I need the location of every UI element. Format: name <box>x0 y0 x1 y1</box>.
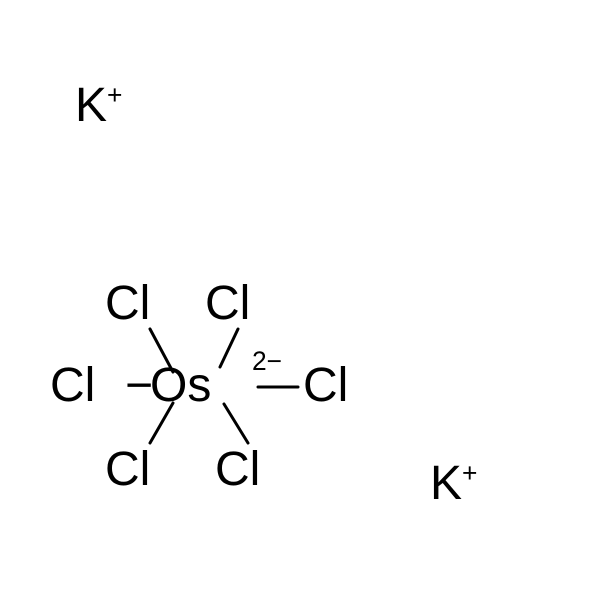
chlorine-right: Cl <box>303 362 348 410</box>
chlorine-lower-left: Cl <box>105 446 150 494</box>
chlorine-lower-right: Cl <box>215 446 260 494</box>
chlorine-left: Cl <box>50 362 95 410</box>
atom-label: Cl <box>50 359 95 412</box>
potassium-ion-top: K+ <box>75 82 122 130</box>
chlorine-upper-left: Cl <box>105 280 150 328</box>
atom-label: Cl <box>303 359 348 412</box>
atom-label: Cl <box>215 443 260 496</box>
atom-label: Cl <box>105 443 150 496</box>
bond-line <box>224 404 248 443</box>
charge-superscript: + <box>107 80 122 110</box>
atom-label: Cl <box>105 277 150 330</box>
potassium-ion-bottom: K+ <box>430 460 477 508</box>
atom-label: K <box>75 79 107 132</box>
osmium-center: Os <box>150 362 211 410</box>
molecule-canvas: K+ K+ Cl Cl Cl − Os 2− Cl Cl Cl <box>0 0 600 600</box>
atom-label: K <box>430 457 462 510</box>
bond-dash-left: − <box>125 362 153 410</box>
complex-charge: 2− <box>252 348 282 374</box>
chlorine-upper-right: Cl <box>205 280 250 328</box>
charge-superscript: + <box>462 458 477 488</box>
atom-label: Os <box>150 359 211 412</box>
bond-line <box>220 329 238 367</box>
atom-label: Cl <box>205 277 250 330</box>
